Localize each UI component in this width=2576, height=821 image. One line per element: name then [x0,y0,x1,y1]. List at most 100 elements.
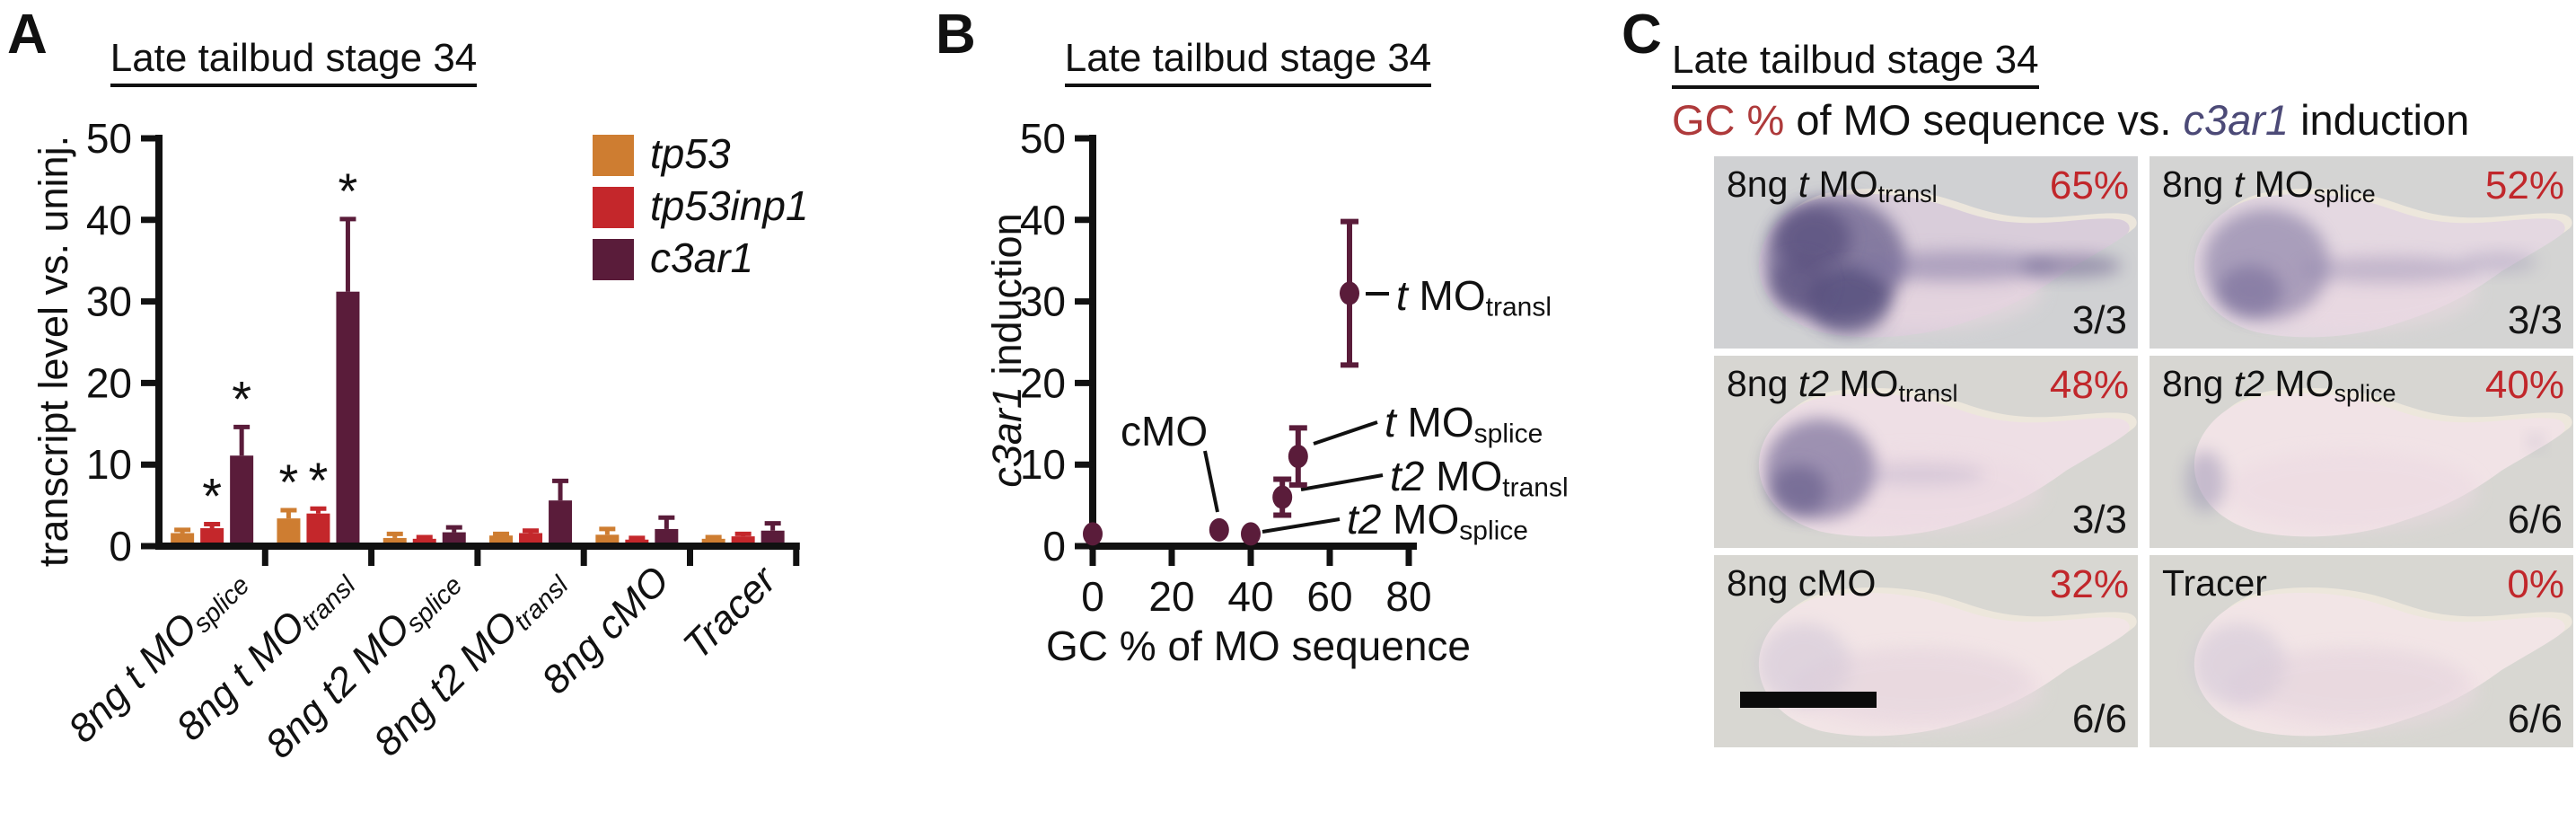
panel-c-letter: C [1622,4,1662,66]
text-segment: MO [1407,272,1486,319]
significance-asterisk: * [279,454,299,510]
text-segment: splice [2313,180,2376,207]
bar [336,291,360,546]
data-point [1288,445,1308,469]
embryo-count: 3/3 [2071,498,2127,542]
stain-blob [2185,451,2225,512]
bar [655,528,679,546]
text-segment: MO [1424,453,1503,499]
point-label: t2 MOtransl [1390,454,1569,503]
data-point [1209,517,1229,542]
significance-asterisk: * [232,370,251,427]
embryo-count: 6/6 [2507,697,2563,741]
callout-line [1203,450,1219,513]
bar [412,538,436,546]
embryo-image [1758,188,2137,338]
embryo-image [2194,188,2572,338]
bar [760,530,785,546]
text-segment: c3ar1 [2183,96,2290,144]
point-label: t MOtransl [1396,273,1552,322]
gc-percent-label: 32% [2049,562,2129,606]
embryo-count: 6/6 [2071,697,2127,741]
y-tick-label: 20 [86,359,132,406]
text-segment: 8ng [1727,163,1798,205]
legend-swatch [593,135,634,176]
text-segment: t [1798,163,1809,205]
text-segment: MO [1395,399,1474,446]
y-tick-label: 40 [86,197,132,243]
x-tick-label: 60 [1306,573,1352,620]
panel-a-letter: A [7,4,48,66]
text-segment: splice [1459,516,1528,546]
stain-blob [2462,252,2537,272]
stain-blob [1807,266,1890,334]
text-segment: MO [1808,163,1878,205]
stain-blob [2528,435,2543,449]
y-tick-label: 30 [86,278,132,325]
embryo-panel: 8ng t2 MOsplice 40% 6/6 [2150,356,2573,548]
callout-line [1300,473,1384,491]
bar [489,535,514,546]
stain-blob [1775,207,1851,271]
stain-blob [1813,647,2028,719]
stain-blob [1856,463,1985,485]
treatment-label: 8ng t MOsplice [2162,163,2376,208]
text-segment: transl [1502,472,1569,503]
bar [230,455,254,546]
text-segment: GC % [1672,96,1785,144]
text-segment: 8ng [2162,363,2234,404]
gc-percent-label: 52% [2484,163,2564,207]
point-label: t2 MOsplice [1347,497,1528,546]
y-tick-label: 10 [86,441,132,488]
legend-swatch [593,187,634,228]
text-segment: t [1396,272,1408,319]
point-label: cMO [1121,409,1208,455]
panel-c-subtitle: GC % of MO sequence vs. c3ar1 induction [1672,95,2469,145]
stain-blob [1856,251,2057,281]
x-tick-label: 0 [1081,573,1104,620]
text-segment: transl [295,570,362,637]
text-segment: transl [1485,292,1552,322]
text-segment: t [1385,399,1396,446]
panel-b-x-axis-label: GC % of MO sequence [1046,622,1471,669]
stain-blob [1770,465,1827,516]
y-tick-label: 0 [109,523,132,569]
panel-c-title: Late tailbud stage 34 [1672,38,2039,89]
stain-blob [2021,254,2122,278]
panel-b-letter: B [936,4,976,66]
scale-bar [1740,692,1877,708]
text-segment: of MO sequence vs. [1784,96,2184,144]
treatment-label: 8ng cMO [1727,562,1876,605]
text-segment: MO [1381,496,1460,543]
text-segment: 8ng [2162,163,2234,205]
panel-a-y-axis-label: transcript level vs. uninj. [31,135,76,568]
gc-percent-label: 0% [2507,562,2564,606]
text-segment: c3ar1 [984,386,1030,488]
treatment-label: 8ng t MOtransl [1727,163,1938,208]
gc-percent-label: 65% [2049,163,2129,207]
x-tick-label: 80 [1385,573,1431,620]
treatment-label: 8ng t2 MOsplice [2162,363,2396,408]
text-segment: t2 [2233,363,2265,404]
gc-percent-label: 40% [2484,363,2564,407]
bar [625,539,649,546]
legend-label: tp53 [650,130,731,177]
text-segment: t2 [1798,363,1830,404]
bar [382,537,407,546]
gc-percent-label: 48% [2049,363,2129,407]
embryo-count: 6/6 [2507,498,2563,542]
text-segment: MO [1829,363,1899,404]
text-segment: splice [188,570,256,639]
stain-blob [2218,266,2282,316]
text-segment: transl [508,570,575,637]
text-segment: Tracer [674,558,785,668]
embryo-panel: Tracer 0% 6/6 [2150,555,2573,747]
bar [171,533,195,546]
embryo-count: 3/3 [2071,298,2127,342]
legend-swatch [593,239,634,280]
data-point [1241,522,1261,546]
data-point [1272,485,1293,509]
panel-c-title-text: Late tailbud stage 34 [1672,38,2039,89]
embryo-image [1758,387,2137,537]
callout-line [1262,517,1341,534]
